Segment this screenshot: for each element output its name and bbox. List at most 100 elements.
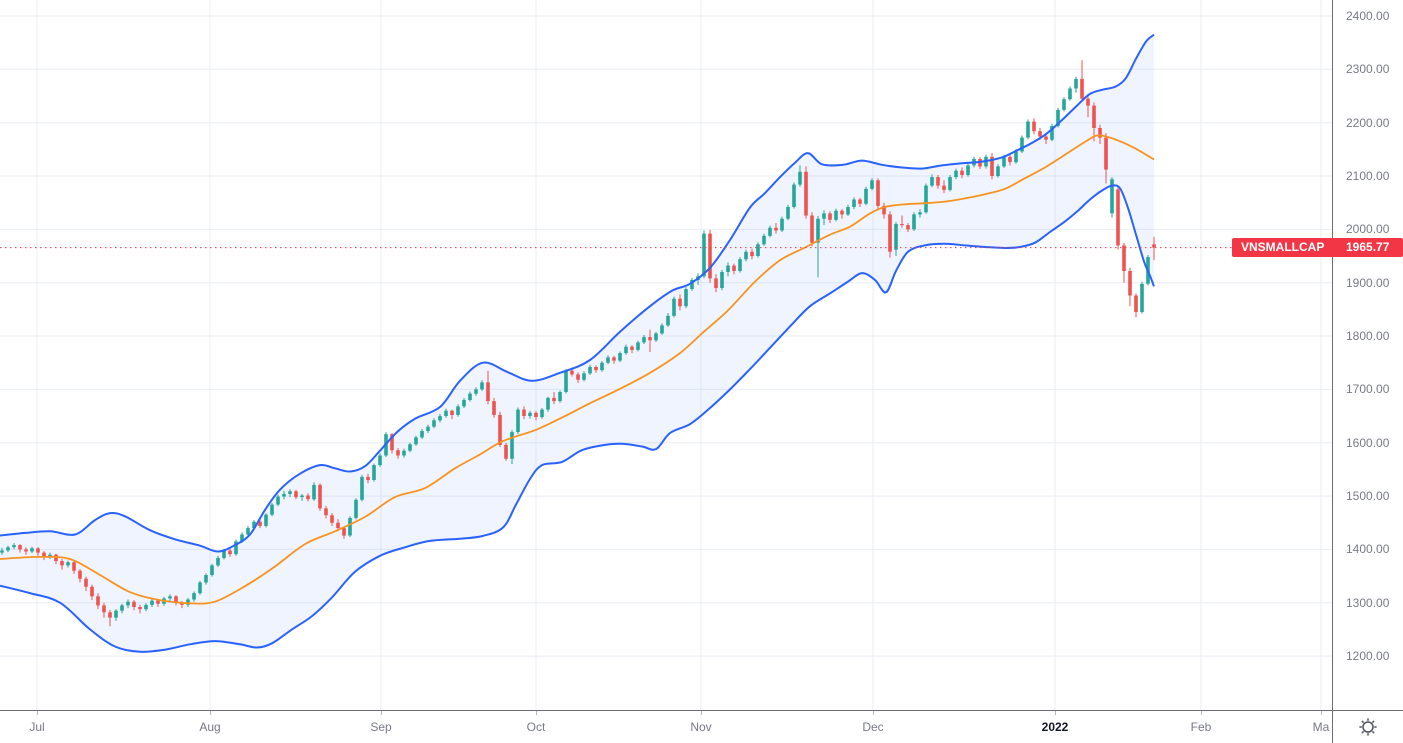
time-axis-label: Dec <box>862 720 884 734</box>
candle <box>204 573 208 585</box>
candle <box>924 183 928 214</box>
candle <box>114 609 118 621</box>
candle <box>234 539 238 556</box>
candle <box>348 516 352 538</box>
candle <box>486 370 490 405</box>
price-tick-label: 1400.00 <box>1346 542 1390 556</box>
candle <box>990 153 994 180</box>
candle <box>660 323 664 335</box>
candle <box>198 580 202 595</box>
candle <box>342 526 346 539</box>
candle <box>360 474 364 502</box>
candle <box>684 287 688 309</box>
candle <box>426 424 430 434</box>
candle <box>510 429 514 465</box>
candle <box>798 165 802 187</box>
price-tick-label: 2100.00 <box>1346 169 1390 183</box>
candle <box>858 197 862 207</box>
candle <box>732 263 736 275</box>
candlestick-chart <box>0 0 1332 710</box>
candle <box>396 448 400 459</box>
candle <box>54 553 58 565</box>
price-tick-label: 1600.00 <box>1346 436 1390 450</box>
gear-icon <box>1359 718 1377 736</box>
time-axis[interactable]: Jul Aug Sep Oct Nov Dec 2022 Feb Ma <box>0 710 1332 743</box>
candle <box>210 563 214 577</box>
candle <box>774 223 778 234</box>
candle <box>594 365 598 373</box>
candle <box>150 599 154 607</box>
candle <box>1032 118 1036 135</box>
candle <box>864 186 868 206</box>
candle <box>36 547 40 556</box>
candle <box>102 602 106 618</box>
candle <box>768 225 772 238</box>
candle <box>1074 76 1078 93</box>
candle <box>324 505 328 519</box>
candle <box>288 489 292 498</box>
candle <box>366 473 370 484</box>
candle <box>816 216 820 278</box>
candle <box>60 559 64 570</box>
candle <box>852 197 856 210</box>
candle <box>870 178 874 191</box>
candle <box>1104 133 1108 184</box>
candle <box>228 547 232 557</box>
time-axis-tick <box>1201 711 1202 715</box>
candle <box>618 351 622 363</box>
candle <box>720 269 724 291</box>
candle <box>168 594 172 602</box>
candle <box>576 372 580 383</box>
candle <box>126 599 130 609</box>
candle <box>552 392 556 405</box>
candle <box>132 600 136 611</box>
candle <box>834 208 838 222</box>
bollinger-fill <box>0 34 1154 652</box>
candle <box>330 513 334 526</box>
candle <box>30 546 34 554</box>
candle <box>738 257 742 273</box>
candle <box>600 361 604 372</box>
price-tick-label: 1300.00 <box>1346 596 1390 610</box>
candle <box>12 543 16 550</box>
price-axis[interactable]: 2400.00 2300.00 2200.00 2100.00 2000.00 1900.… <box>1332 0 1403 710</box>
price-scale-settings-button[interactable] <box>1357 716 1379 738</box>
candle <box>672 296 676 318</box>
candle <box>414 435 418 446</box>
candle <box>630 345 634 354</box>
candle <box>522 406 526 420</box>
candle <box>636 340 640 352</box>
candle <box>72 561 76 574</box>
candle <box>24 547 28 555</box>
candle <box>1020 135 1024 154</box>
time-axis-label: Feb <box>1190 720 1212 734</box>
time-axis-label: Ma <box>1312 720 1330 734</box>
candle <box>1068 86 1072 101</box>
chart-canvas[interactable] <box>0 0 1332 710</box>
candle <box>1008 155 1012 166</box>
grid-lines <box>0 0 1332 710</box>
bollinger-lower-line <box>0 184 1155 653</box>
candle <box>1050 123 1054 142</box>
time-axis-label: Oct <box>526 720 546 734</box>
candle <box>960 167 964 179</box>
candle <box>276 494 280 507</box>
candle <box>966 163 970 177</box>
time-axis-tick <box>1321 711 1322 715</box>
candle <box>780 216 784 232</box>
candle <box>138 604 142 614</box>
price-tick-label: 2200.00 <box>1346 116 1390 130</box>
candle <box>708 229 712 283</box>
candle <box>1128 267 1132 307</box>
candle <box>822 210 826 226</box>
candle <box>1134 293 1138 318</box>
symbol-name-label: VNSMALLCAP <box>1241 240 1325 254</box>
price-tick-label: 2400.00 <box>1346 9 1390 23</box>
candle <box>420 428 424 439</box>
time-axis-tick <box>210 711 211 715</box>
candle <box>582 371 586 382</box>
candle <box>948 175 952 192</box>
candle <box>318 483 322 511</box>
candle <box>1086 96 1090 118</box>
candle <box>648 329 652 352</box>
